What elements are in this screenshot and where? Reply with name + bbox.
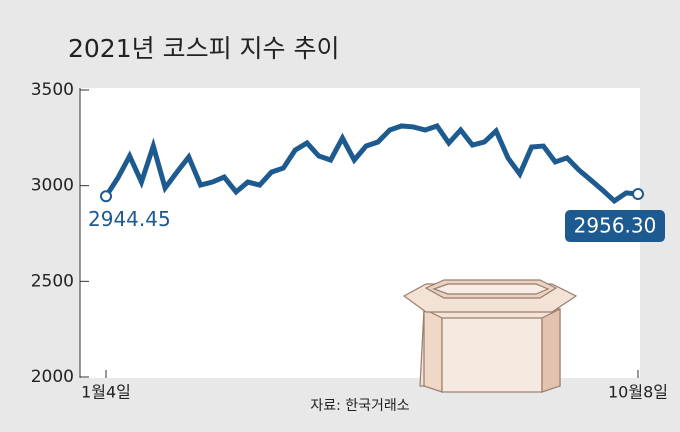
source: 자료: 한국거래소 <box>310 398 409 414</box>
y-tick-label: 2000 <box>31 367 74 387</box>
data-label-box <box>565 210 665 243</box>
y-tick-label: 3500 <box>31 80 74 100</box>
data-label: 2956.30 <box>574 214 657 238</box>
x-tick-label: 1월4일 <box>81 383 131 402</box>
y-tick-label: 2500 <box>31 271 74 291</box>
chart-title: 2021년 코스피 지수 추이 <box>68 34 339 63</box>
end-marker <box>100 190 112 203</box>
data-label: 2944.45 <box>88 207 171 231</box>
end-marker <box>632 188 644 201</box>
decorative-box <box>402 279 578 393</box>
line <box>103 122 639 205</box>
x-tick-label: 10월8일 <box>608 383 668 402</box>
y-tick-label: 3000 <box>31 176 74 196</box>
